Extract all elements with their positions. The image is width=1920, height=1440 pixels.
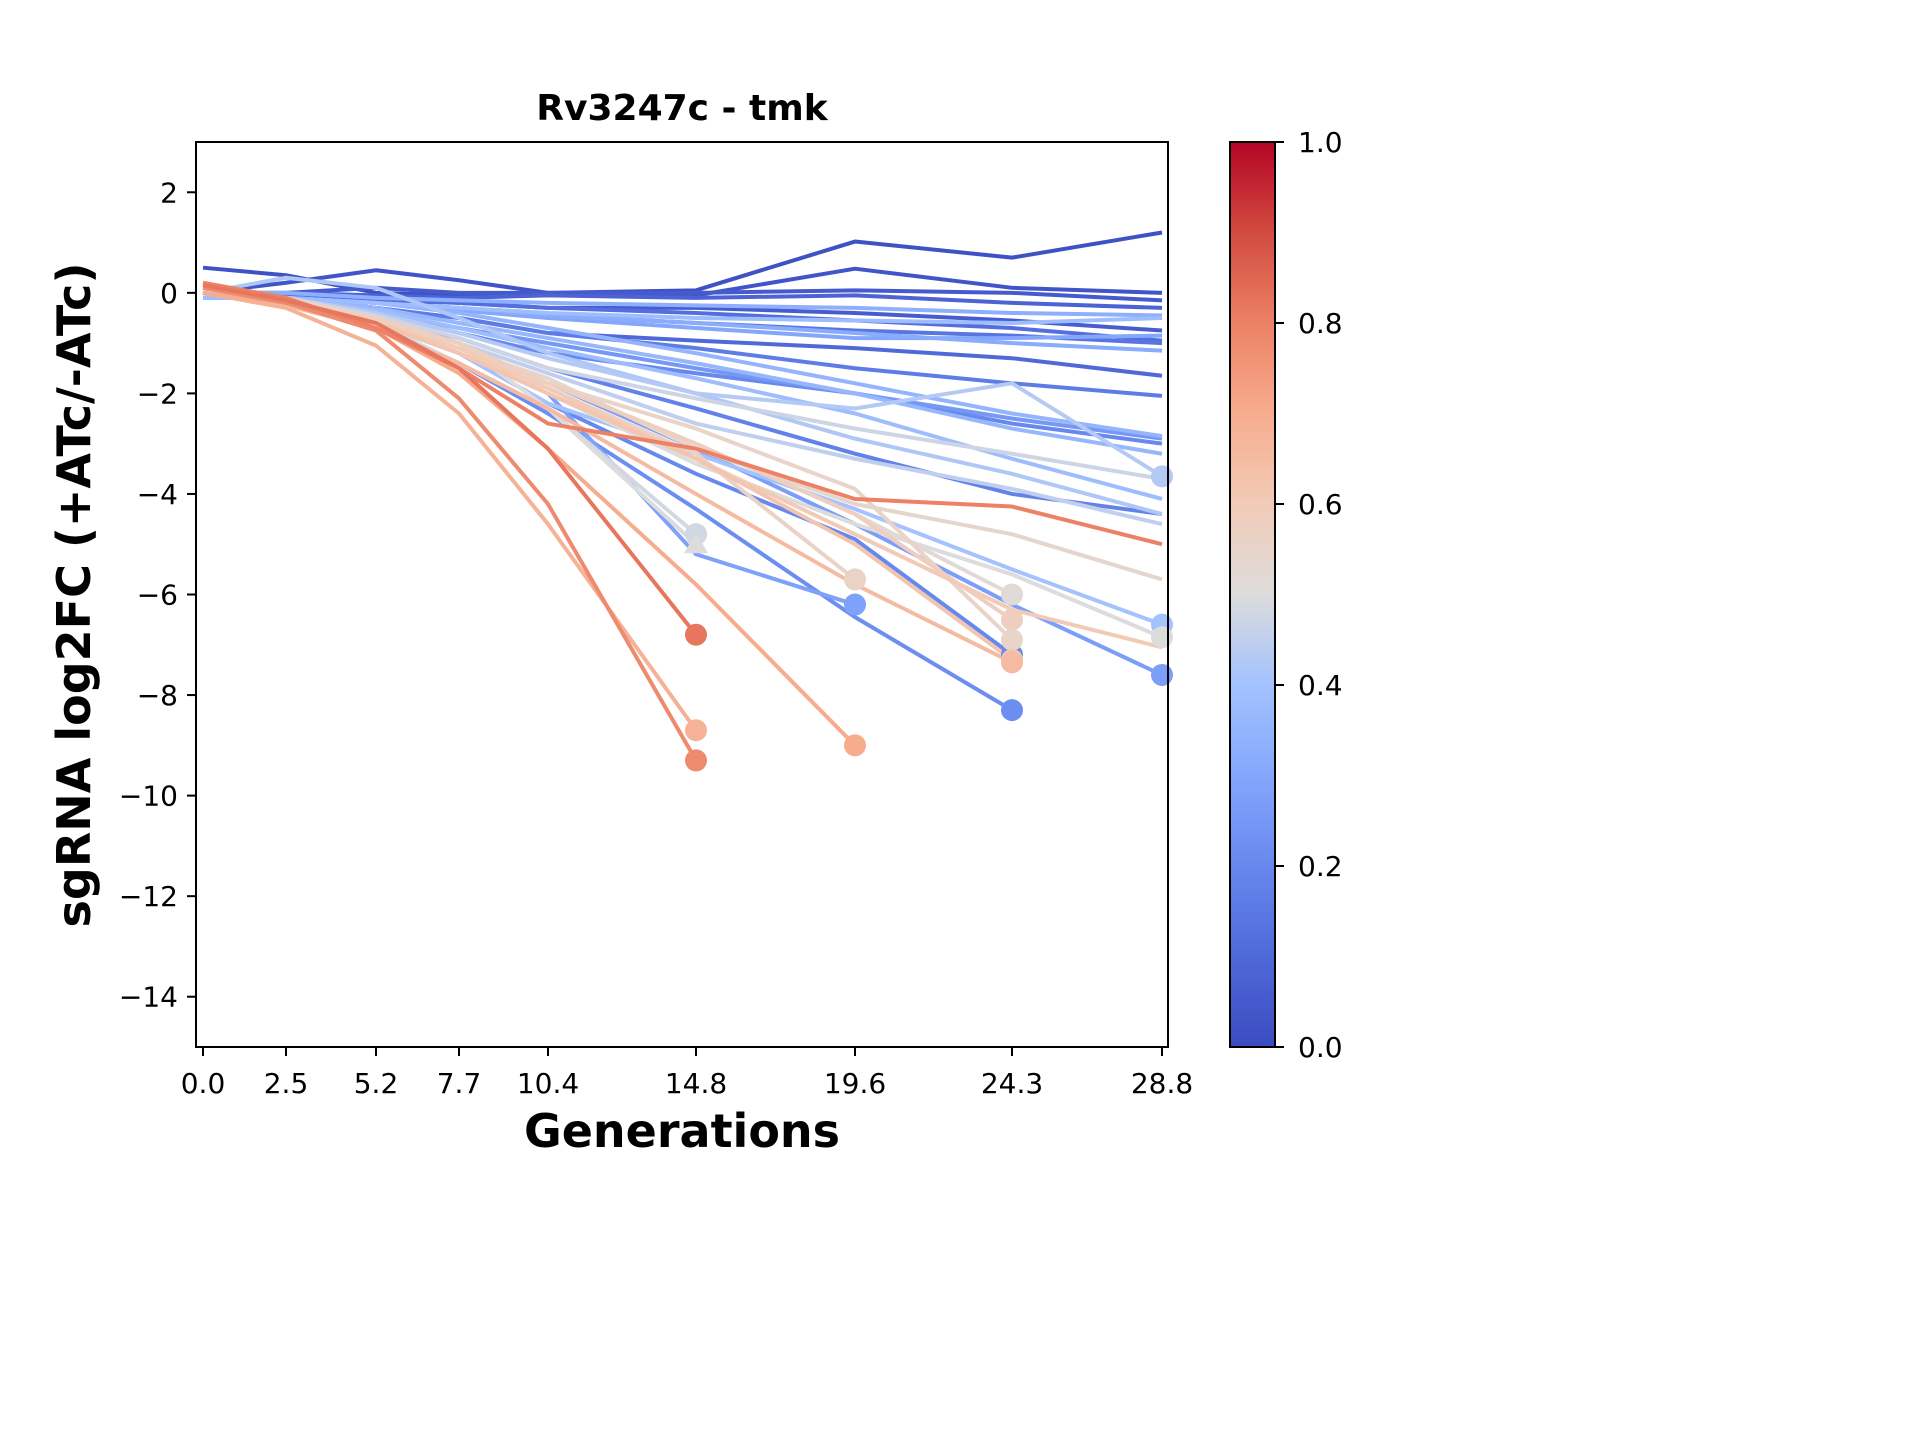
y-axis: 2 0 −2 −4 −6 −8 −10 −12 −14 <box>119 176 196 1014</box>
series-end-marker-13 <box>1001 699 1023 722</box>
series-line-44 <box>202 283 698 636</box>
series-end-marker-35 <box>844 568 866 591</box>
y-tick-label: −6 <box>137 579 178 612</box>
series-end-marker-44 <box>685 623 707 646</box>
x-axis: 0.0 2.5 5.2 7.7 10.4 14.8 19.6 24.3 28.8 <box>181 1047 1193 1100</box>
y-tick-label: −12 <box>119 880 178 913</box>
series-end-marker-26 <box>1151 465 1173 488</box>
colorbar-tick-label: 0.4 <box>1298 669 1343 702</box>
y-tick-label: 0 <box>160 277 178 310</box>
series-end-marker-32 <box>1001 583 1023 606</box>
series-line-40 <box>202 290 698 732</box>
colorbar-tick-label: 0.2 <box>1298 850 1343 883</box>
x-tick-label: 7.7 <box>437 1067 482 1100</box>
x-tick-label: 24.3 <box>981 1067 1043 1100</box>
x-tick-label: 28.8 <box>1131 1067 1193 1100</box>
y-tick-label: −4 <box>137 478 178 511</box>
y-tick-label: −2 <box>137 377 178 410</box>
colorbar-tick-label: 1.0 <box>1298 126 1343 159</box>
series-line-3 <box>203 285 1163 303</box>
x-tick-label: 10.4 <box>517 1067 579 1100</box>
y-tick-label: −14 <box>119 981 178 1014</box>
series-end-marker-31 <box>1151 626 1173 649</box>
x-tick-label: 2.5 <box>264 1067 309 1100</box>
series-end-marker-41 <box>844 734 866 757</box>
chart-title: Rv3247c - tmk <box>536 88 828 129</box>
series-line-19 <box>203 290 1163 318</box>
series-line-42 <box>202 285 698 762</box>
series-end-marker-39 <box>1001 651 1023 674</box>
colorbar <box>1229 141 1276 1048</box>
y-tick-label: −8 <box>137 679 178 712</box>
series-end-marker-42 <box>685 749 707 772</box>
colorbar-tick-label: 0.8 <box>1298 307 1343 340</box>
x-tick-label: 19.6 <box>824 1067 886 1100</box>
series-end-marker-30 <box>684 532 708 554</box>
series-end-marker-15 <box>1151 663 1173 686</box>
series-end-marker-16 <box>844 593 866 616</box>
y-axis-label: sgRNA log2FC (+ATc/-ATc) <box>47 263 101 928</box>
x-tick-label: 14.8 <box>665 1067 727 1100</box>
colorbar-tick-label: 0.6 <box>1298 488 1343 521</box>
series-end-marker-36 <box>1001 608 1023 631</box>
y-tick-label: 2 <box>160 176 178 209</box>
x-tick-label: 0.0 <box>181 1067 226 1100</box>
x-tick-label: 5.2 <box>354 1067 399 1100</box>
colorbar-axis: 0.0 0.2 0.4 0.6 0.8 1.0 <box>1275 126 1343 1064</box>
series-end-marker-40 <box>685 719 707 742</box>
series-layer <box>202 230 1164 762</box>
marker-layer <box>684 465 1173 772</box>
series-line-25 <box>202 275 1163 516</box>
series-line-23 <box>203 295 1163 325</box>
y-tick-label: −10 <box>119 780 178 813</box>
x-axis-label: Generations <box>524 1104 840 1158</box>
colorbar-tick-label: 0.0 <box>1298 1031 1343 1064</box>
series-line-7 <box>202 290 1163 343</box>
series-end-marker-34 <box>1001 628 1023 651</box>
